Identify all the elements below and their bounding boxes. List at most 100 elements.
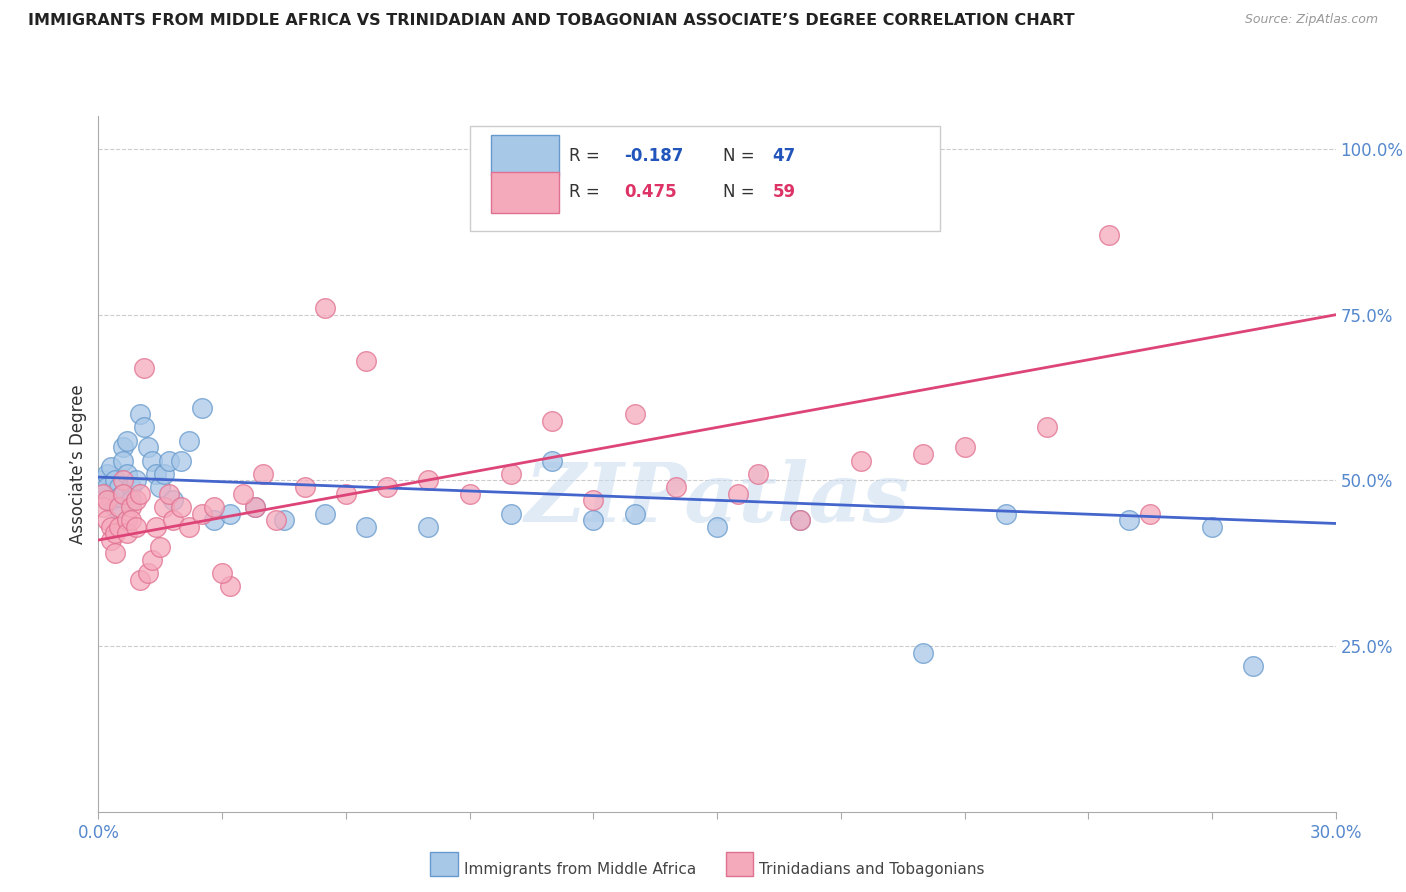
Point xyxy=(96,480,118,494)
Point xyxy=(789,513,811,527)
Point xyxy=(243,500,266,514)
Point xyxy=(96,493,118,508)
Point xyxy=(1036,420,1059,434)
Point xyxy=(252,467,274,481)
Text: Trinidadians and Tobagonians: Trinidadians and Tobagonians xyxy=(759,863,984,877)
FancyBboxPatch shape xyxy=(470,127,939,231)
Text: 47: 47 xyxy=(773,146,796,165)
Point xyxy=(623,507,645,521)
Point xyxy=(117,526,139,541)
Point xyxy=(162,513,184,527)
Text: N =: N = xyxy=(723,184,761,202)
Point xyxy=(219,579,242,593)
Point xyxy=(665,480,688,494)
Point xyxy=(179,434,201,448)
Y-axis label: Associate’s Degree: Associate’s Degree xyxy=(69,384,87,543)
Point xyxy=(124,520,146,534)
Point xyxy=(91,486,114,500)
Point xyxy=(112,453,135,467)
Point xyxy=(128,407,150,421)
Point xyxy=(179,520,201,534)
Point xyxy=(582,493,605,508)
Point xyxy=(96,467,118,481)
Point xyxy=(149,540,172,554)
Point xyxy=(202,513,225,527)
Point xyxy=(153,467,176,481)
Point xyxy=(264,513,287,527)
Point xyxy=(108,500,131,514)
Point xyxy=(100,533,122,547)
Point xyxy=(117,467,139,481)
Point xyxy=(458,486,481,500)
Text: 59: 59 xyxy=(773,184,796,202)
Point xyxy=(623,407,645,421)
Point xyxy=(582,513,605,527)
Point xyxy=(128,486,150,500)
Point xyxy=(104,500,127,514)
Point xyxy=(1118,513,1140,527)
Point xyxy=(1098,228,1121,243)
Point xyxy=(128,573,150,587)
Text: IMMIGRANTS FROM MIDDLE AFRICA VS TRINIDADIAN AND TOBAGONIAN ASSOCIATE’S DEGREE C: IMMIGRANTS FROM MIDDLE AFRICA VS TRINIDA… xyxy=(28,13,1074,29)
Point xyxy=(120,480,142,494)
Point xyxy=(747,467,769,481)
Point xyxy=(100,460,122,475)
Point xyxy=(104,526,127,541)
Point xyxy=(91,474,114,488)
FancyBboxPatch shape xyxy=(491,171,558,213)
Point xyxy=(314,301,336,315)
Point xyxy=(120,513,142,527)
Point xyxy=(1201,520,1223,534)
Text: R =: R = xyxy=(568,184,605,202)
Point xyxy=(273,513,295,527)
Point xyxy=(789,513,811,527)
Text: Immigrants from Middle Africa: Immigrants from Middle Africa xyxy=(464,863,696,877)
Point xyxy=(100,520,122,534)
Point xyxy=(243,500,266,514)
Point xyxy=(96,513,118,527)
Point xyxy=(499,507,522,521)
Point xyxy=(202,500,225,514)
Point xyxy=(499,467,522,481)
Point xyxy=(145,520,167,534)
Point xyxy=(141,553,163,567)
Point xyxy=(953,440,976,454)
Point xyxy=(994,507,1017,521)
Point xyxy=(157,453,180,467)
Point xyxy=(124,493,146,508)
Point xyxy=(335,486,357,500)
Point xyxy=(149,480,172,494)
Point xyxy=(356,520,378,534)
Point xyxy=(170,453,193,467)
FancyBboxPatch shape xyxy=(491,135,558,177)
Point xyxy=(108,520,131,534)
Point xyxy=(100,493,122,508)
Point xyxy=(1241,659,1264,673)
Point xyxy=(108,480,131,494)
Point xyxy=(132,360,155,375)
Point xyxy=(91,486,114,500)
Point xyxy=(375,480,398,494)
Point xyxy=(124,474,146,488)
Point xyxy=(190,507,212,521)
Point xyxy=(153,500,176,514)
Point xyxy=(157,486,180,500)
Text: R =: R = xyxy=(568,146,605,165)
Point xyxy=(219,507,242,521)
Point xyxy=(706,520,728,534)
Point xyxy=(136,440,159,454)
Point xyxy=(211,566,233,581)
Text: N =: N = xyxy=(723,146,761,165)
Point xyxy=(104,546,127,560)
Point xyxy=(104,474,127,488)
Point xyxy=(356,354,378,368)
Text: Source: ZipAtlas.com: Source: ZipAtlas.com xyxy=(1244,13,1378,27)
Point xyxy=(190,401,212,415)
Point xyxy=(91,500,114,514)
Point xyxy=(112,486,135,500)
Point xyxy=(851,453,873,467)
Point xyxy=(727,486,749,500)
Point xyxy=(120,500,142,514)
Text: -0.187: -0.187 xyxy=(624,146,683,165)
Point xyxy=(294,480,316,494)
